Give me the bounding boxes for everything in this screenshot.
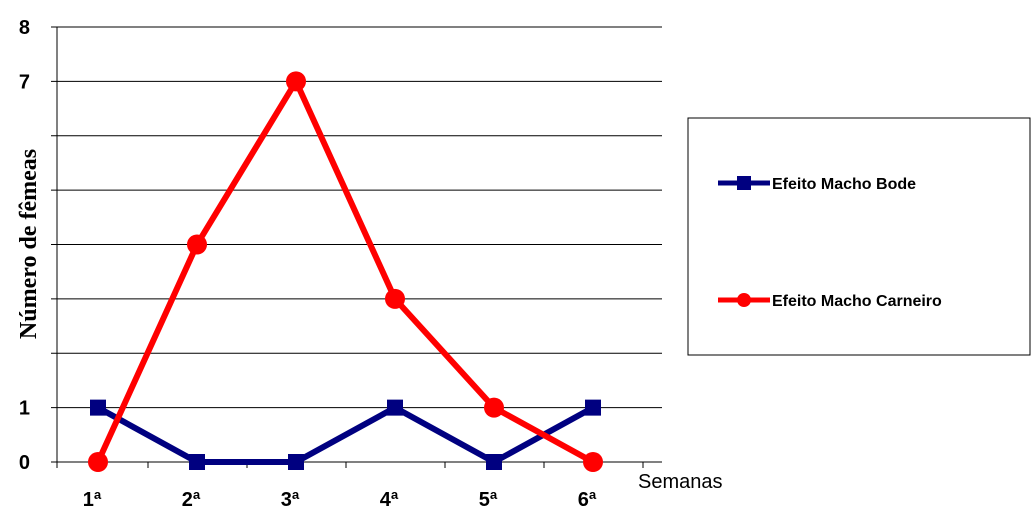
data-point — [585, 399, 601, 416]
data-point — [385, 288, 405, 309]
series-group — [88, 71, 603, 472]
data-point — [387, 399, 403, 416]
grid-lines — [57, 26, 662, 409]
data-point — [286, 71, 306, 92]
series-line — [95, 78, 595, 465]
legend-box — [687, 117, 1031, 356]
y-tick-labels: 0 1 7 8 — [19, 17, 30, 474]
x-tick-labels: 1ª 2ª 3ª 4ª 5ª 6ª — [83, 489, 597, 511]
x-tick-label: 5ª — [479, 489, 498, 511]
legend-label: Efeito Macho Carneiro — [772, 293, 942, 310]
x-tick-label: 3ª — [281, 489, 300, 511]
series-2 — [88, 71, 603, 472]
legend-item: Efeito Macho Carneiro — [718, 293, 942, 310]
data-point — [189, 454, 205, 470]
axes — [51, 26, 662, 468]
data-point — [187, 234, 207, 255]
legend-marker — [737, 293, 751, 307]
legend: Efeito Macho Bode Efeito Macho Carneiro — [687, 117, 1031, 356]
y-tick-label: 1 — [19, 398, 30, 420]
x-tick-label: 6ª — [578, 489, 597, 511]
data-point — [484, 397, 504, 418]
y-tick-label: 8 — [19, 17, 30, 39]
legend-item: Efeito Macho Bode — [718, 176, 916, 193]
series-line — [96, 404, 595, 465]
data-point — [90, 399, 106, 416]
y-axis-label: Número de fêmeas — [16, 149, 42, 339]
x-tick-label: 2ª — [182, 489, 201, 511]
legend-label: Efeito Macho Bode — [772, 176, 916, 193]
data-point — [288, 454, 304, 470]
series-1 — [90, 399, 601, 470]
data-point — [486, 454, 502, 470]
legend-marker — [737, 176, 751, 190]
y-tick-label: 7 — [19, 71, 30, 93]
x-axis-label: Semanas — [638, 471, 723, 493]
x-tick-label: 4ª — [380, 489, 399, 511]
x-tick-label: 1ª — [83, 489, 102, 511]
data-point — [88, 452, 108, 472]
y-tick-label: 0 — [19, 452, 30, 474]
data-point — [583, 452, 603, 472]
